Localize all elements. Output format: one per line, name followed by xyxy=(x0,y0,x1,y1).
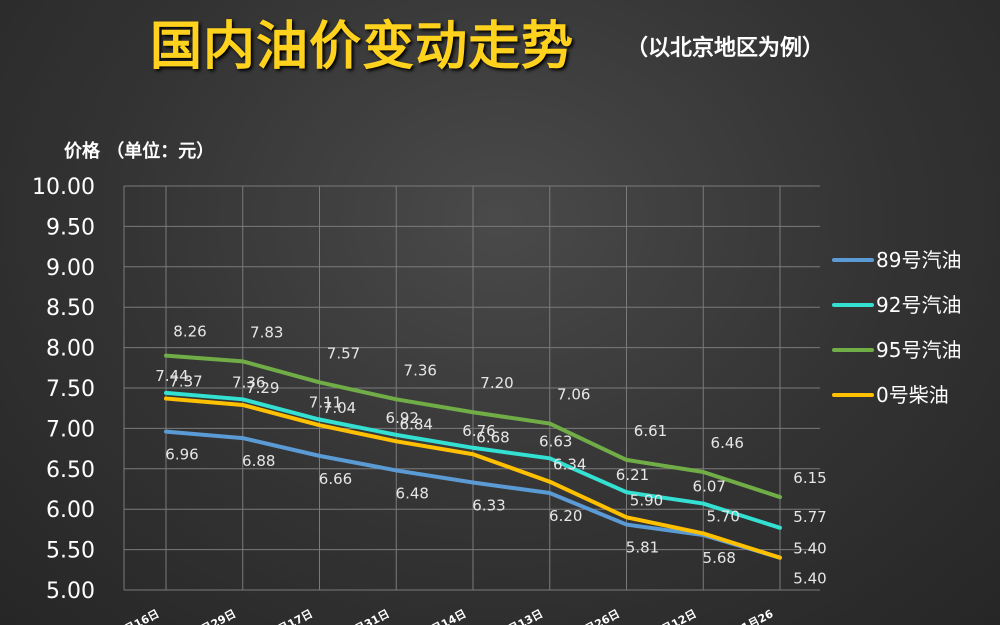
y-axis-ticks: 5.00 5.50 6.00 6.50 7.00 7.50 8.00 8.50 9.00 9.50… xyxy=(32,175,95,604)
data-label: 7.36 xyxy=(404,361,437,379)
data-label: 7.20 xyxy=(480,374,513,392)
data-label: 7.37 xyxy=(169,373,202,391)
y-axis-label: 价格 （单位：元） xyxy=(64,141,215,162)
y-tick-label: 8.00 xyxy=(46,337,95,362)
data-label: 6.48 xyxy=(396,484,429,502)
data-label: 6.84 xyxy=(400,415,433,433)
data-label: 6.21 xyxy=(616,466,649,484)
data-label: 5.77 xyxy=(793,508,826,526)
data-label: 7.57 xyxy=(327,344,360,362)
x-tick-label: 月31日 xyxy=(352,607,392,625)
y-tick-label: 5.50 xyxy=(46,539,95,564)
grid xyxy=(123,185,820,591)
data-label: 5.70 xyxy=(707,507,740,525)
chart-title: 国内油价变动走势 xyxy=(150,17,575,77)
series-line-95号汽油 xyxy=(164,353,782,500)
y-tick-label: 7.00 xyxy=(46,417,95,442)
data-label: 5.90 xyxy=(630,491,663,509)
data-label: 6.96 xyxy=(165,446,198,464)
y-tick-label: 6.50 xyxy=(46,458,95,483)
y-tick-label: 5.00 xyxy=(46,579,95,604)
data-label: 6.07 xyxy=(693,478,726,496)
data-label: 7.83 xyxy=(250,323,283,341)
data-label: 7.11 xyxy=(309,394,342,412)
data-labels: 6.96 6.88 6.66 6.48 6.33 6.20 5.81 5.68 5.40 7.44… xyxy=(155,323,826,588)
y-tick-label: 9.50 xyxy=(46,215,95,240)
data-label: 6.34 xyxy=(553,456,586,474)
x-tick-label: 月17日 xyxy=(275,607,315,625)
y-tick-label: 6.00 xyxy=(46,498,95,523)
y-tick-label: 9.00 xyxy=(46,256,95,281)
legend-entry: 0号柴油 xyxy=(876,383,949,407)
chart-subtitle: （以北京地区为例） xyxy=(626,36,825,61)
legend-entry: 89号汽油 xyxy=(876,248,961,272)
data-label: 6.61 xyxy=(634,422,667,440)
x-tick-label: 月14日 xyxy=(428,607,468,625)
data-label: 6.76 xyxy=(462,422,495,440)
series-line-92号汽油 xyxy=(164,390,782,530)
x-tick-label: 月29日 xyxy=(198,607,238,625)
y-tick-label: 8.50 xyxy=(46,296,95,321)
series-line-89号汽油 xyxy=(164,429,782,560)
data-label: 7.36 xyxy=(232,373,265,391)
data-label: 6.88 xyxy=(242,452,275,470)
y-tick-label: 7.50 xyxy=(46,377,95,402)
data-label: 6.15 xyxy=(793,469,826,487)
data-label: 7.04 xyxy=(323,399,356,417)
data-label: 8.26 xyxy=(173,323,206,341)
data-label: 7.44 xyxy=(155,367,188,385)
data-label: 6.63 xyxy=(539,432,572,450)
data-label: 5.40 xyxy=(793,570,826,588)
y-tick-label: 10.00 xyxy=(32,175,95,200)
x-tick-label: 月26日 xyxy=(582,607,622,625)
data-label: 7.29 xyxy=(246,379,279,397)
data-label: 6.92 xyxy=(386,409,419,427)
data-label: 6.33 xyxy=(472,497,505,515)
data-label: 6.46 xyxy=(711,434,744,452)
data-label: 5.40 xyxy=(793,540,826,558)
legend-entry: 92号汽油 xyxy=(876,293,961,317)
data-label: 7.06 xyxy=(557,386,590,404)
legend-entry: 95号汽油 xyxy=(876,338,961,362)
x-axis-ticks: 月16日 月29日 月17日 月31日 月14日 月13日 月26日 月12日 1月26 xyxy=(121,607,775,625)
data-label: 6.20 xyxy=(549,507,582,525)
x-tick-label: 月16日 xyxy=(121,607,161,625)
series-lines xyxy=(164,353,782,560)
data-label: 5.81 xyxy=(626,539,659,557)
x-tick-label: 月13日 xyxy=(505,607,545,625)
x-tick-label: 1月26 xyxy=(739,607,775,625)
series-line-0号柴油 xyxy=(164,396,782,560)
data-label: 6.68 xyxy=(476,428,509,446)
data-label: 6.66 xyxy=(319,470,352,488)
legend: 89号汽油 92号汽油 95号汽油 0号柴油 xyxy=(832,248,961,407)
x-tick-label: 月12日 xyxy=(659,607,699,625)
data-label: 5.68 xyxy=(703,549,736,567)
